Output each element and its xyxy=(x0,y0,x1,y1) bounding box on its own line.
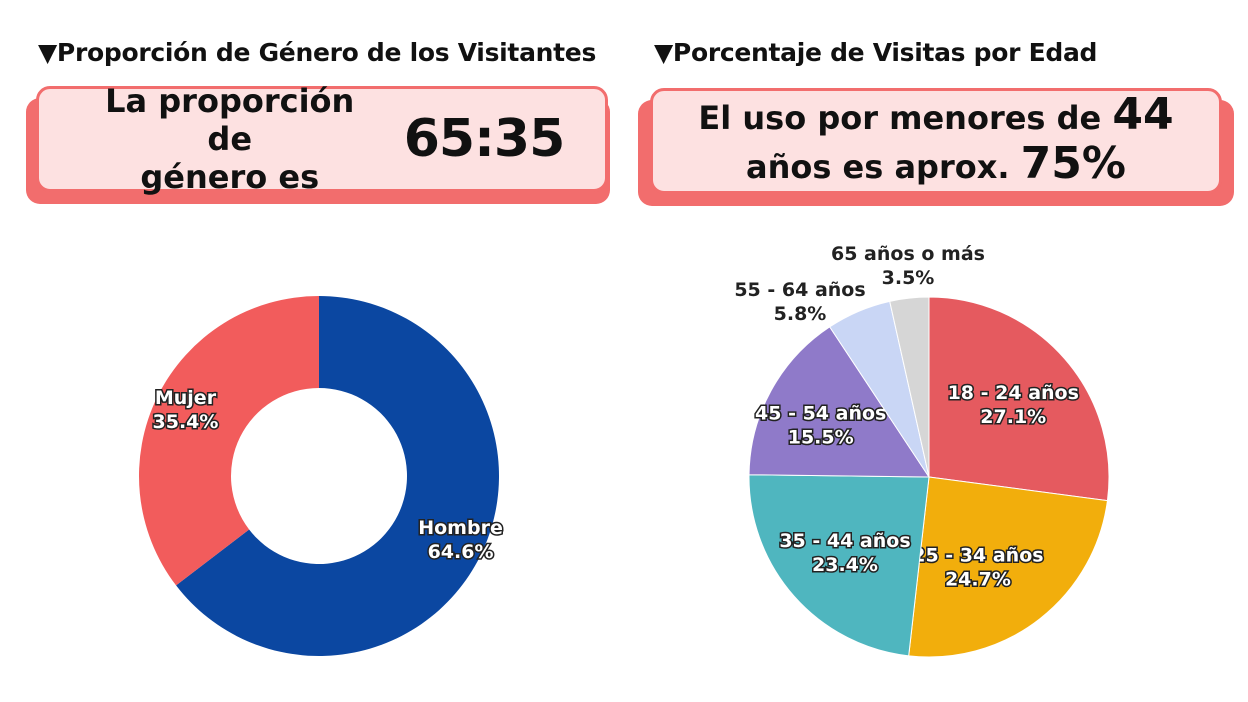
slice-value-45-54-a-os: 15.5% xyxy=(788,426,854,448)
slice-65-a-os-o-m-s xyxy=(889,296,930,478)
gender-callout: La proporción de género es 65:35 xyxy=(36,82,608,196)
slice-label-25-34-a-os: 25 - 34 años xyxy=(912,544,1043,566)
slice-label-45-54-a-os: 45 - 54 años xyxy=(755,402,886,424)
age-callout-line1-number: 44 xyxy=(1112,89,1174,140)
slice-value-25-34-a-os: 24.7% xyxy=(945,568,1011,590)
slice-label-65-a-os-o-m-s: 65 años o más xyxy=(831,243,985,265)
slice-45-54-a-os xyxy=(748,326,930,478)
gender-section-title: ▼Proporción de Género de los Visitantes xyxy=(38,38,597,67)
gender-callout-line1: La proporción de xyxy=(105,82,355,158)
age-callout: El uso por menores de 44 años es aprox. … xyxy=(650,88,1222,194)
gender-panel: ▼Proporción de Género de los Visitantes … xyxy=(26,38,610,204)
slice-35-44-a-os xyxy=(748,474,930,657)
age-section-title: ▼Porcentaje de Visitas por Edad xyxy=(654,38,1098,67)
age-callout-text: El uso por menores de 44 años es aprox. … xyxy=(698,92,1173,190)
slice-value-hombre: 64.6% xyxy=(428,541,494,563)
slice-value-mujer: 35.4% xyxy=(153,411,219,433)
slice-label-35-44-a-os: 35 - 44 años xyxy=(779,530,910,552)
slice-18-24-a-os xyxy=(928,296,1110,502)
slice-label-hombre: Hombre xyxy=(418,517,503,539)
slice-label-18-24-a-os: 18 - 24 años xyxy=(948,382,1079,404)
age-callout-line1-text: El uso por menores de xyxy=(698,99,1102,137)
age-callout-line2: años es aprox. 75% xyxy=(698,141,1173,190)
slice-label-55-64-a-os: 55 - 64 años xyxy=(734,279,865,301)
slice-25-34-a-os xyxy=(908,476,1109,658)
slice-value-65-a-os-o-m-s: 3.5% xyxy=(882,267,935,289)
age-callout-line2-number: 75% xyxy=(1020,138,1126,189)
gender-ratio-value: 65:35 xyxy=(403,109,566,169)
age-callout-line1: El uso por menores de 44 xyxy=(698,92,1173,141)
slice-mujer xyxy=(139,296,319,586)
slice-value-55-64-a-os: 5.8% xyxy=(774,303,827,325)
slice-value-18-24-a-os: 27.1% xyxy=(980,406,1046,428)
slice-label-mujer: Mujer xyxy=(155,387,217,409)
gender-callout-line2: género es xyxy=(140,158,320,196)
age-callout-line2-text: años es aprox. xyxy=(746,148,1010,186)
age-panel: ▼Porcentaje de Visitas por Edad El uso p… xyxy=(624,0,1248,702)
gender-callout-text: La proporción de género es xyxy=(80,82,380,196)
slice-hombre xyxy=(176,296,500,656)
slice-value-35-44-a-os: 23.4% xyxy=(812,554,878,576)
